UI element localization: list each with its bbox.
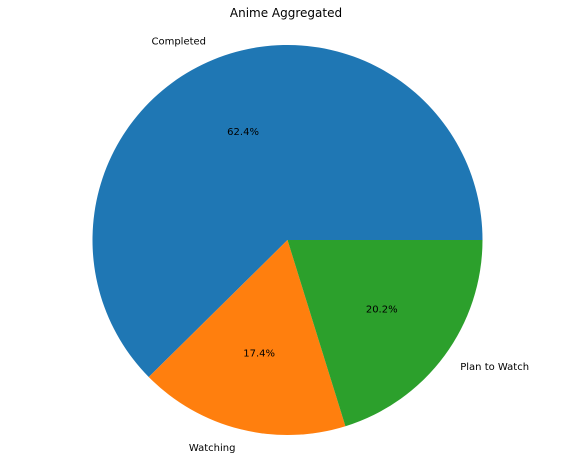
pie-slice-watching bbox=[148, 240, 346, 435]
pie-slice-completed bbox=[92, 45, 483, 378]
pie-slice-plan-to-watch bbox=[287, 240, 483, 427]
chart-title: Anime Aggregated bbox=[230, 6, 342, 20]
percent-label-plan-to-watch: 20.2% bbox=[366, 304, 398, 315]
category-label-watching: Watching bbox=[189, 443, 236, 454]
category-label-completed: Completed bbox=[151, 37, 206, 48]
percent-label-watching: 17.4% bbox=[243, 349, 275, 360]
percent-label-completed: 62.4% bbox=[227, 127, 259, 138]
category-label-plan-to-watch: Plan to Watch bbox=[460, 362, 529, 373]
pie-labels: Completed 62.4% Watching 17.4% Plan to Watch… bbox=[151, 37, 529, 455]
pie-slices bbox=[92, 45, 483, 435]
